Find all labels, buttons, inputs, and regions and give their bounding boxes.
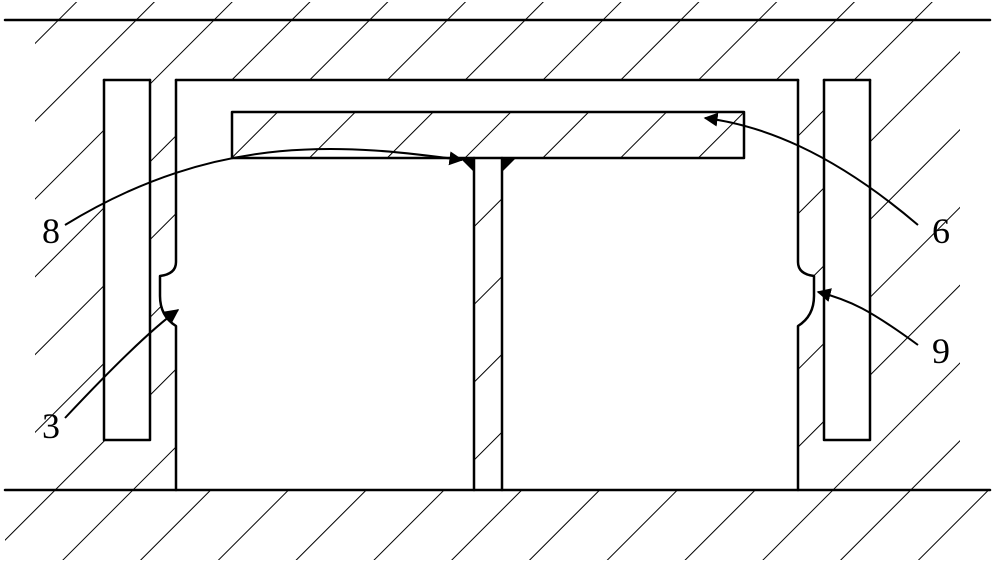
label-9: 9 — [932, 331, 950, 371]
leader-8 — [65, 149, 462, 225]
label-3: 3 — [42, 406, 60, 446]
label-8: 8 — [42, 211, 60, 251]
label-6: 6 — [932, 211, 950, 251]
